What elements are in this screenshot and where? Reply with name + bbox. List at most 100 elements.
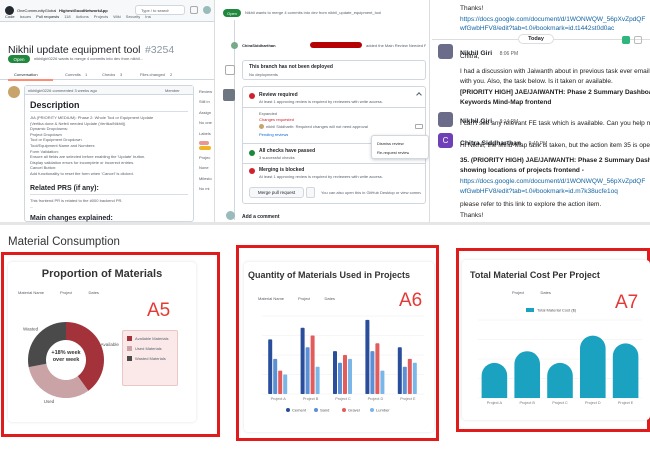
expanded-header[interactable]: Expanded [259,111,278,116]
bar [514,351,540,398]
dismiss-review-item[interactable]: Dismiss review [377,141,404,146]
avatar[interactable] [203,6,211,14]
sidebar-label: Milesto [199,176,212,181]
related-text: This frontend PR is related to the #000 … [30,198,123,203]
github-logo-icon[interactable] [5,6,14,15]
msg2-author[interactable]: Nikhil Giri [460,118,493,125]
rerequest-review-item[interactable]: Re-request review [377,150,410,155]
more-options-icon[interactable] [415,124,423,129]
label-chip [199,141,209,145]
member-badge: Member [165,88,180,93]
avatar[interactable]: C [438,133,453,148]
filter-project[interactable]: Project [298,296,311,301]
slice-label: Used [44,399,55,404]
chevron-up-icon[interactable] [416,92,422,98]
msg-line: Thanks! [460,211,484,219]
review-title: Review required [259,92,298,98]
filter-dates[interactable]: Dates [88,290,99,295]
add-comment-heading: Add a comment [242,214,280,220]
msg-line: please refer to this link to explore the… [460,200,602,208]
emoji-icon[interactable] [634,36,642,44]
bar [547,362,573,398]
tab-files-changed[interactable]: Files changed [140,72,165,77]
tick-label: Project E [400,397,416,401]
sidebar-label: Review [199,89,213,94]
avatar[interactable] [438,44,453,59]
center-line: over week [52,357,80,363]
org-name[interactable]: OneCommunityGlobal [17,8,57,13]
a7-chart-card: Total Material Cost Per Project Project … [462,260,650,420]
bar [397,347,402,394]
doc-link-cont[interactable]: wfGwbHFV8/edit?tab=t.0#bookmark=id.t1442… [460,25,615,32]
sidebar-label: Labels [199,131,211,136]
msg3-author[interactable]: Chitra Siddharthan [460,140,522,147]
filter-dates[interactable]: Dates [324,296,335,301]
pr-tabs: Conversation Commits 1 Checks 3 Files ch… [0,68,214,81]
desc-line: Tool or Equipment Dropdown [30,137,82,143]
msg1-time: 8:06 PM [499,51,519,57]
tab-commits[interactable]: Commits [65,72,81,77]
repo-name[interactable]: HighestGoodNetworkApp [59,8,108,13]
check-icon[interactable] [622,36,630,44]
bar [348,358,352,394]
nav-issues[interactable]: Issues [19,14,32,19]
tick-label: Project A [487,401,503,405]
filter-project[interactable]: Project [60,290,73,295]
nav-pull-requests[interactable]: Pull requests [36,14,60,19]
bar [343,355,347,394]
filter-project[interactable]: Project [512,290,525,295]
bar [612,343,639,398]
sidebar-label: Assign [199,110,212,115]
msg3-time: 9:45 PM [528,141,548,147]
nav-code[interactable]: Code [5,14,15,19]
slack-panel: Thanks! https://docs.google.com/document… [432,0,650,222]
pending-reviews[interactable]: Pending reviews [259,132,289,137]
plus-icon[interactable] [190,6,198,14]
msg-line: with you. Also, the task below. Is it ta… [460,78,613,86]
search-input[interactable]: Type / to search [135,5,185,15]
sidebar-label: None [199,165,209,170]
avatar[interactable] [438,112,453,127]
filter-dates[interactable]: Dates [540,290,551,295]
merge-blocked-sub: At least 1 approving review is required … [259,174,383,179]
open-badge: Open [223,9,241,17]
open-label: Open [227,10,237,16]
a6-highlight-box [236,245,439,441]
tab-checks[interactable]: Checks [102,72,116,77]
bar [315,366,320,394]
deploy-sub: No deployments [249,72,278,77]
merge-box: Review required At least 1 approving rev… [223,86,429,204]
bar [402,366,407,394]
a6-filters: Material Name Project Dates [258,296,335,301]
tab-conversation[interactable]: Conversation [14,72,38,77]
msg-line: Hi Nikhil, the Mind-Map task is taken, b… [460,142,650,149]
tab-commits-count: 1 [85,72,88,77]
chevron-down-icon[interactable] [306,187,315,198]
desc-line: Project Dropdown [30,131,62,137]
nav-projects[interactable]: Projects [93,14,109,19]
desc-line: (Vertika done & Nefeli needed Update (Ve… [30,120,126,126]
merge-pull-request-button[interactable]: Merge pull request [249,187,304,198]
msg-link[interactable]: https://docs.google.com/document/d/1WONW… [460,177,646,185]
today-pill[interactable]: Today [518,34,554,44]
msg-link[interactable]: wfGwbHFV8/edit?tab=t.0#bookmark=id.m7k38… [460,188,618,196]
slice-label: Wasted [23,327,39,332]
tick-label: Project C [552,401,568,405]
nav-insights[interactable]: Insi [145,14,152,19]
bar [412,362,417,394]
nav-actions[interactable]: Actions [75,14,89,19]
nav-security[interactable]: Security [125,14,141,19]
doc-link[interactable]: https://docs.google.com/document/d/1WONW… [460,16,646,23]
msg-line: showing locations of projects frontend - [460,167,584,175]
pie-slice [66,322,104,391]
bar [580,335,606,398]
bar [268,339,273,394]
tick-label: Project A [271,397,287,401]
legend-available: Available Materials [135,336,169,341]
filter-material[interactable]: Material Name [18,290,45,295]
merge-title-line: Nikhil wants to merge 4 commits into dev… [245,10,382,15]
filter-material[interactable]: Material Name [258,296,285,301]
msg1-author[interactable]: Nikhil Giri [460,50,493,57]
nav-wiki[interactable]: Wiki [113,14,121,19]
comment-box: nikhilgiri0226 commented 3 weeks ago Mem… [24,85,194,222]
